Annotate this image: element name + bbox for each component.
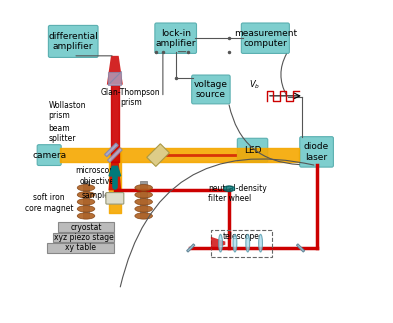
Ellipse shape bbox=[219, 234, 222, 252]
FancyBboxPatch shape bbox=[140, 181, 147, 217]
Ellipse shape bbox=[135, 213, 152, 219]
Ellipse shape bbox=[77, 206, 95, 212]
Text: xy table: xy table bbox=[65, 244, 96, 253]
Ellipse shape bbox=[77, 192, 95, 198]
Polygon shape bbox=[211, 237, 225, 250]
FancyBboxPatch shape bbox=[47, 243, 114, 253]
Text: camera: camera bbox=[32, 151, 66, 160]
Polygon shape bbox=[109, 166, 121, 176]
Ellipse shape bbox=[259, 234, 263, 252]
Polygon shape bbox=[147, 144, 169, 166]
Text: measurement
computer: measurement computer bbox=[234, 28, 297, 48]
Ellipse shape bbox=[77, 184, 95, 191]
Ellipse shape bbox=[224, 186, 235, 192]
Ellipse shape bbox=[135, 192, 152, 198]
Polygon shape bbox=[187, 244, 195, 252]
Text: LED: LED bbox=[244, 146, 261, 155]
FancyBboxPatch shape bbox=[53, 233, 114, 242]
Ellipse shape bbox=[77, 199, 95, 205]
Polygon shape bbox=[108, 72, 121, 85]
FancyBboxPatch shape bbox=[192, 75, 230, 104]
Text: soft iron
core magnet: soft iron core magnet bbox=[25, 193, 73, 213]
Ellipse shape bbox=[77, 213, 95, 219]
Ellipse shape bbox=[246, 234, 250, 252]
Text: Wollaston
prism: Wollaston prism bbox=[49, 100, 86, 120]
FancyBboxPatch shape bbox=[37, 145, 61, 165]
Text: voltage
source: voltage source bbox=[194, 80, 228, 99]
Text: xyz piezo stage: xyz piezo stage bbox=[54, 233, 114, 242]
Text: cryostat: cryostat bbox=[70, 223, 102, 232]
Text: $V_b$: $V_b$ bbox=[250, 78, 261, 91]
Polygon shape bbox=[296, 244, 305, 252]
FancyBboxPatch shape bbox=[241, 23, 289, 53]
FancyBboxPatch shape bbox=[106, 193, 124, 204]
Ellipse shape bbox=[135, 199, 152, 205]
Text: microscope
objective: microscope objective bbox=[75, 166, 119, 186]
Ellipse shape bbox=[233, 234, 237, 252]
FancyBboxPatch shape bbox=[300, 137, 333, 167]
Bar bbox=[105, 143, 118, 157]
FancyBboxPatch shape bbox=[58, 222, 114, 232]
Text: beam
splitter: beam splitter bbox=[49, 124, 76, 143]
Text: sample: sample bbox=[82, 191, 110, 200]
FancyBboxPatch shape bbox=[48, 26, 98, 57]
Ellipse shape bbox=[135, 206, 152, 212]
Polygon shape bbox=[107, 148, 122, 162]
Text: diode
laser: diode laser bbox=[304, 142, 329, 162]
FancyBboxPatch shape bbox=[237, 138, 268, 162]
Text: lock-in
amplifier: lock-in amplifier bbox=[156, 28, 196, 48]
Polygon shape bbox=[108, 162, 121, 190]
Polygon shape bbox=[107, 56, 123, 85]
Ellipse shape bbox=[135, 184, 152, 191]
FancyBboxPatch shape bbox=[83, 181, 89, 217]
Text: differential
amplifier: differential amplifier bbox=[48, 32, 98, 51]
Bar bbox=[211, 230, 272, 257]
Text: neutral-density
filter wheel: neutral-density filter wheel bbox=[208, 184, 267, 203]
FancyBboxPatch shape bbox=[155, 23, 196, 53]
Text: Glan-Thompson
prism: Glan-Thompson prism bbox=[101, 88, 161, 107]
Text: telescope: telescope bbox=[223, 232, 260, 241]
